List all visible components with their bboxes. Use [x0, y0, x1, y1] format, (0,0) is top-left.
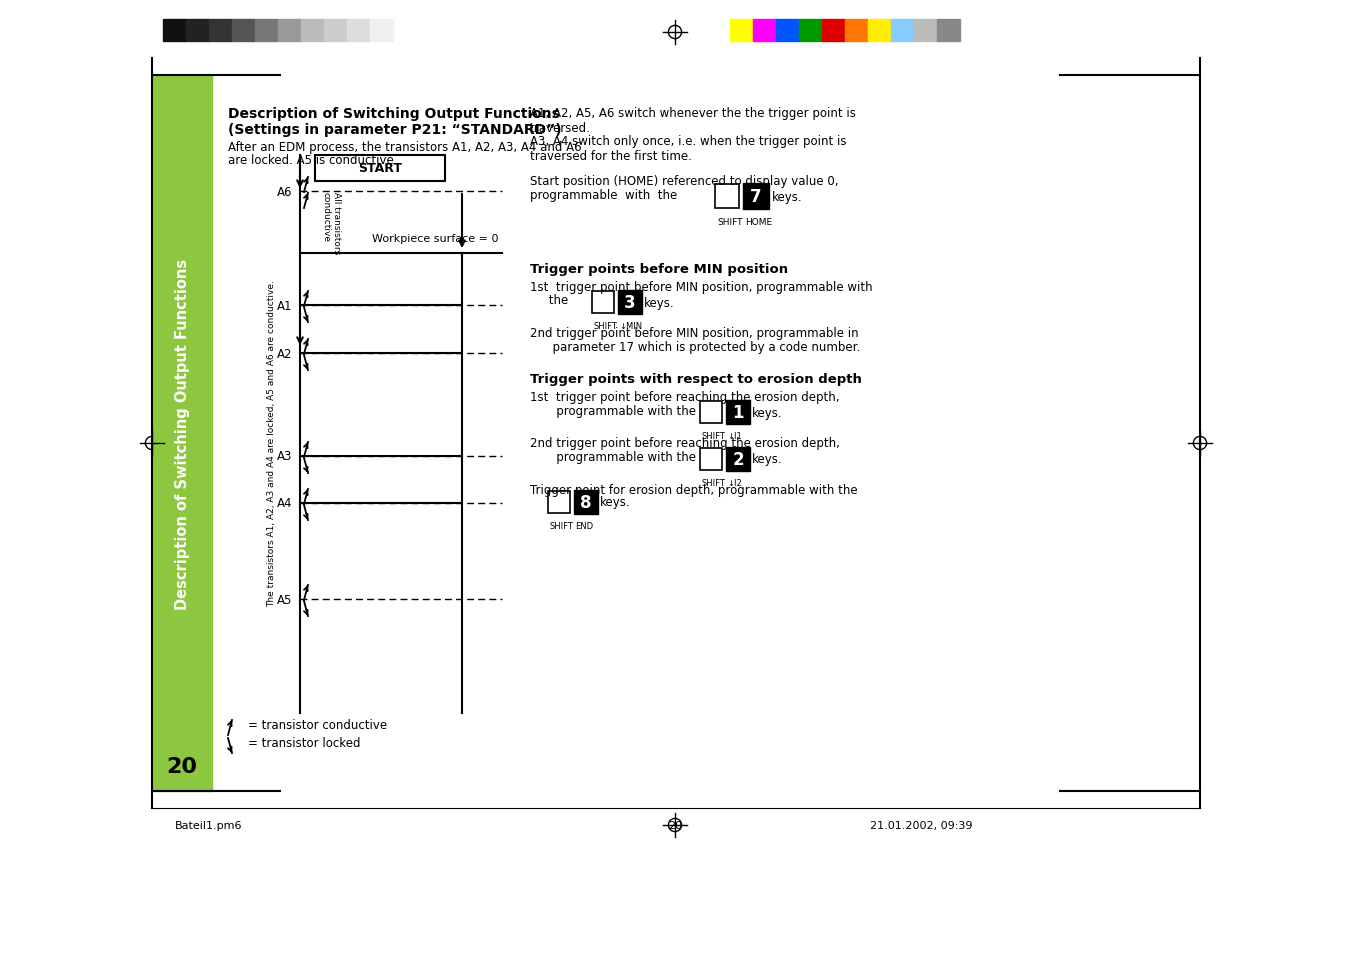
Bar	[232, 20, 255, 42]
Bar	[725, 400, 750, 424]
Bar	[775, 20, 798, 42]
Text: keys.: keys.	[771, 191, 802, 203]
Text: keys.: keys.	[753, 406, 782, 419]
Bar	[255, 20, 278, 42]
Bar	[163, 20, 186, 42]
Bar	[700, 401, 721, 423]
Bar	[725, 448, 750, 472]
Bar	[844, 20, 867, 42]
Text: traversed for the first time.: traversed for the first time.	[530, 150, 692, 162]
Text: SHIFT: SHIFT	[594, 322, 617, 331]
Text: programmable  with  the: programmable with the	[530, 190, 677, 202]
Text: (Settings in parameter P21: “STANDARD”): (Settings in parameter P21: “STANDARD”)	[228, 123, 562, 137]
Text: Workpiece surface = 0: Workpiece surface = 0	[372, 233, 499, 244]
Bar	[821, 20, 844, 42]
Text: 3: 3	[624, 294, 636, 312]
Text: All transistors
conductive: All transistors conductive	[322, 192, 342, 253]
Text: Description of Switching Output Functions: Description of Switching Output Function…	[174, 258, 189, 609]
Text: A3, A4 switch only once, i.e. when the trigger point is: A3, A4 switch only once, i.e. when the t…	[530, 135, 847, 149]
Text: traversed.: traversed.	[530, 121, 590, 134]
Bar	[743, 184, 769, 210]
Bar	[700, 449, 721, 471]
Text: START: START	[358, 162, 403, 175]
Text: keys.: keys.	[753, 453, 782, 466]
Text: The transistors A1, A2, A3 and A4 are locked, A5 and A6 are conductive.: The transistors A1, A2, A3 and A4 are lo…	[267, 280, 277, 607]
Text: A4: A4	[277, 497, 292, 510]
Bar	[592, 292, 613, 314]
Bar	[753, 20, 775, 42]
Text: the: the	[530, 294, 569, 307]
Text: Trigger point for erosion depth, programmable with the: Trigger point for erosion depth, program…	[530, 484, 858, 497]
Bar	[153, 76, 212, 791]
Bar	[315, 156, 444, 182]
Text: Trigger points before MIN position: Trigger points before MIN position	[530, 262, 788, 275]
Text: 20: 20	[667, 821, 682, 830]
Text: SHIFT: SHIFT	[717, 218, 743, 227]
Bar	[574, 491, 598, 515]
Text: ↓I2: ↓I2	[727, 478, 742, 488]
Text: 8: 8	[580, 494, 592, 512]
Text: SHIFT: SHIFT	[550, 521, 574, 531]
Bar	[347, 20, 370, 42]
Text: 1st  trigger point before MIN position, programmable with: 1st trigger point before MIN position, p…	[530, 280, 873, 294]
Text: A1: A1	[277, 299, 292, 313]
Bar	[549, 492, 570, 514]
Text: A6: A6	[277, 185, 292, 198]
Text: Bateil1.pm6: Bateil1.pm6	[176, 821, 242, 830]
Bar	[730, 20, 753, 42]
Text: HOME: HOME	[744, 218, 773, 227]
Text: programmable with the: programmable with the	[530, 404, 696, 417]
Text: END: END	[576, 521, 593, 531]
Text: 2: 2	[732, 451, 744, 469]
Text: 20: 20	[166, 757, 197, 776]
Bar	[798, 20, 821, 42]
Text: Start position (HOME) referenced to display value 0,: Start position (HOME) referenced to disp…	[530, 175, 839, 189]
Text: SHIFT: SHIFT	[703, 478, 725, 488]
Text: 7: 7	[750, 188, 762, 206]
Text: Trigger points with respect to erosion depth: Trigger points with respect to erosion d…	[530, 372, 862, 385]
Text: programmable with the: programmable with the	[530, 451, 696, 464]
Bar	[715, 185, 739, 209]
Text: After an EDM process, the transistors A1, A2, A3, A4 and A6: After an EDM process, the transistors A1…	[228, 140, 582, 153]
Bar	[209, 20, 232, 42]
Text: = transistor conductive: = transistor conductive	[249, 719, 388, 732]
Text: 1: 1	[732, 403, 744, 421]
Bar	[186, 20, 209, 42]
Bar	[892, 20, 915, 42]
Bar	[370, 20, 393, 42]
Text: are locked. A5 is conductive.: are locked. A5 is conductive.	[228, 154, 397, 168]
Text: 1st  trigger point before reaching the erosion depth,: 1st trigger point before reaching the er…	[530, 390, 839, 403]
Text: A1, A2, A5, A6 switch whenever the the trigger point is: A1, A2, A5, A6 switch whenever the the t…	[530, 108, 857, 120]
Text: 2nd trigger point before reaching the erosion depth,: 2nd trigger point before reaching the er…	[530, 437, 840, 450]
Bar	[867, 20, 892, 42]
Bar	[938, 20, 961, 42]
Bar	[301, 20, 324, 42]
Bar	[278, 20, 301, 42]
Text: parameter 17 which is protected by a code number.: parameter 17 which is protected by a cod…	[530, 341, 861, 355]
Text: A5: A5	[277, 593, 292, 606]
Bar	[617, 291, 642, 314]
Text: ↓I1: ↓I1	[727, 432, 742, 440]
Text: 21.01.2002, 09:39: 21.01.2002, 09:39	[870, 821, 973, 830]
Text: A3: A3	[277, 450, 292, 463]
Text: ↓MIN: ↓MIN	[619, 322, 642, 331]
Text: = transistor locked: = transistor locked	[249, 737, 361, 750]
Text: Description of Switching Output Functions: Description of Switching Output Function…	[228, 107, 559, 121]
Bar	[324, 20, 347, 42]
Text: A2: A2	[277, 347, 292, 360]
Text: keys.: keys.	[644, 296, 674, 309]
Bar	[915, 20, 938, 42]
Text: SHIFT: SHIFT	[703, 432, 725, 440]
Text: keys.: keys.	[600, 496, 631, 509]
Text: 2nd trigger point before MIN position, programmable in: 2nd trigger point before MIN position, p…	[530, 327, 859, 340]
